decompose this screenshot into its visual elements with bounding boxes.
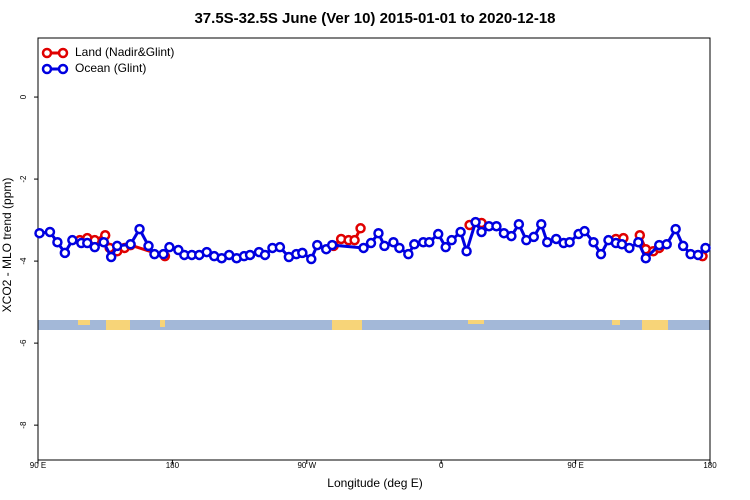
x-axis-label: Longitude (deg E) bbox=[327, 476, 422, 490]
data-point bbox=[513, 218, 525, 230]
legend-marker bbox=[57, 63, 69, 75]
data-point bbox=[105, 251, 117, 263]
data-point bbox=[491, 220, 502, 232]
data-point bbox=[536, 218, 547, 230]
data-point bbox=[82, 237, 93, 249]
data-point bbox=[158, 248, 169, 260]
data-point bbox=[98, 236, 109, 248]
data-point bbox=[134, 223, 145, 235]
legend-marker bbox=[41, 63, 53, 75]
x-tick-label: 180 bbox=[166, 461, 180, 470]
data-point bbox=[579, 225, 590, 237]
data-point bbox=[379, 240, 390, 252]
data-point bbox=[297, 247, 308, 259]
data-point bbox=[461, 246, 472, 257]
data-point bbox=[306, 253, 317, 265]
data-point bbox=[143, 240, 154, 252]
data-point bbox=[470, 216, 481, 228]
data-point bbox=[111, 240, 123, 252]
data-point bbox=[274, 241, 286, 253]
data-point bbox=[59, 247, 71, 259]
data-point bbox=[640, 252, 652, 264]
legend-label: Ocean (Glint) bbox=[75, 61, 146, 75]
data-point bbox=[52, 236, 63, 248]
data-point bbox=[388, 236, 399, 248]
data-point bbox=[432, 228, 444, 240]
data-point bbox=[259, 249, 271, 261]
data-point bbox=[588, 236, 599, 248]
data-point bbox=[624, 242, 635, 254]
data-point bbox=[633, 236, 644, 248]
x-tick-label: 0 bbox=[439, 461, 444, 470]
data-point bbox=[355, 223, 366, 234]
y-tick-label: -4 bbox=[19, 257, 28, 265]
data-point bbox=[201, 246, 212, 258]
data-point bbox=[164, 241, 175, 253]
data-point bbox=[455, 226, 466, 238]
data-point bbox=[424, 236, 435, 248]
data-point bbox=[700, 242, 711, 254]
y-tick-label: -2 bbox=[19, 175, 28, 183]
legend-marker bbox=[41, 47, 53, 59]
data-point bbox=[125, 239, 136, 250]
map-strip bbox=[38, 320, 710, 330]
data-point bbox=[326, 239, 338, 251]
data-point bbox=[528, 231, 540, 243]
x-tick-label: 180 bbox=[703, 461, 717, 470]
legend-marker bbox=[57, 47, 69, 59]
data-point bbox=[476, 226, 487, 238]
data-point bbox=[67, 234, 78, 246]
data-point bbox=[564, 236, 575, 248]
y-axis-label: XCO2 - MLO trend (ppm) bbox=[0, 178, 14, 313]
y-tick-label: -6 bbox=[19, 339, 28, 347]
data-point bbox=[550, 233, 562, 245]
data-point bbox=[670, 223, 681, 235]
data-point bbox=[34, 227, 45, 239]
data-point bbox=[692, 249, 704, 261]
data-point bbox=[403, 248, 414, 260]
data-point bbox=[506, 230, 517, 242]
x-tick-label: 90 E bbox=[567, 461, 583, 470]
data-point bbox=[349, 234, 360, 246]
data-point bbox=[677, 240, 689, 252]
data-point bbox=[89, 241, 100, 253]
data-point bbox=[661, 239, 672, 250]
data-point bbox=[244, 249, 256, 261]
data-point bbox=[394, 242, 405, 254]
chart-title: 37.5S-32.5S June (Ver 10) 2015-01-01 to … bbox=[194, 10, 555, 27]
data-point bbox=[446, 234, 457, 246]
y-tick-label: -8 bbox=[19, 421, 28, 429]
data-point bbox=[44, 226, 56, 238]
data-point bbox=[440, 241, 451, 253]
data-point bbox=[409, 239, 420, 250]
y-tick-label: 0 bbox=[19, 94, 28, 99]
data-point bbox=[312, 239, 323, 251]
data-point bbox=[373, 227, 384, 239]
data-point bbox=[149, 248, 160, 260]
data-point bbox=[358, 242, 369, 254]
x-tick-label: 90 E bbox=[30, 461, 46, 470]
legend-label: Land (Nadir&Glint) bbox=[75, 45, 174, 59]
data-point bbox=[595, 248, 607, 260]
data-point bbox=[365, 237, 377, 249]
data-point bbox=[541, 236, 553, 248]
x-tick-label: 90 W bbox=[297, 461, 316, 470]
